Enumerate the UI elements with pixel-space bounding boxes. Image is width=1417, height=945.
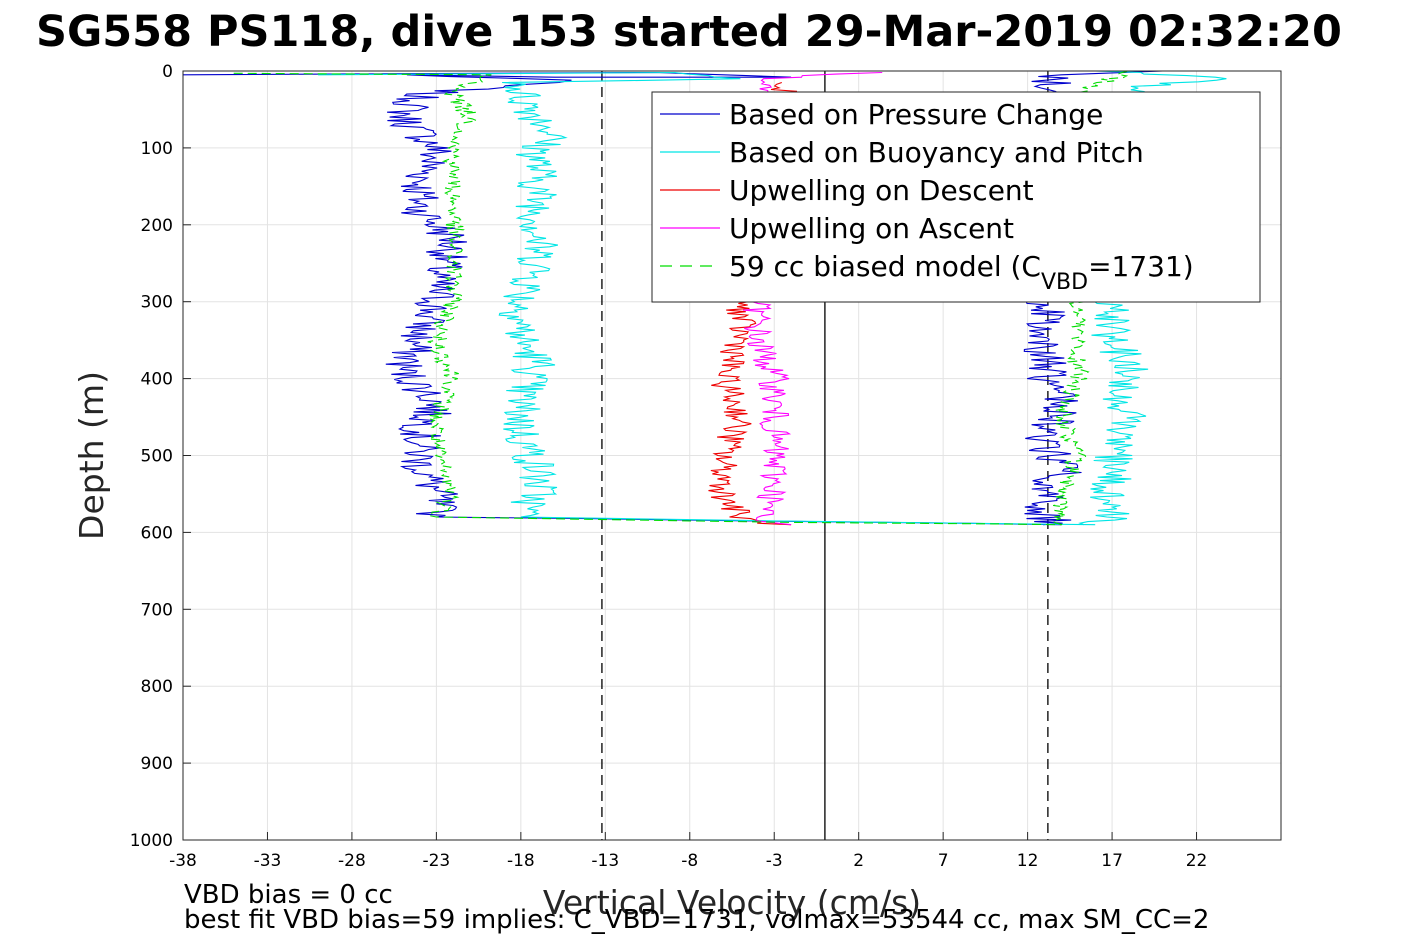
y-tick-label: 600 <box>141 523 173 543</box>
y-axis-label: Depth (m) <box>72 371 111 540</box>
legend-box <box>651 91 1261 303</box>
series-line <box>233 72 1062 526</box>
legend: Based on Pressure Change Based on Buoyanc… <box>651 91 1261 303</box>
x-tick-label: -28 <box>338 851 366 871</box>
legend-label: Based on Pressure Change <box>729 98 1103 131</box>
y-tick-label: 900 <box>141 754 173 774</box>
x-tick-label: -23 <box>422 851 450 871</box>
y-tick-label: 0 <box>162 62 173 82</box>
legend-label: Based on Buoyancy and Pitch <box>729 136 1144 169</box>
footer-best-fit: best fit VBD bias=59 implies: C_VBD=1731… <box>184 905 1210 935</box>
x-axis-ticks: -38 -33 -28 -23 -18 -13 -8 -3 2 7 12 17 22 <box>169 832 1207 871</box>
y-tick-label: 800 <box>141 677 173 697</box>
series-line <box>182 71 1062 526</box>
x-tick-label: -33 <box>254 851 282 871</box>
legend-label: Upwelling on Descent <box>729 174 1034 207</box>
x-tick-label: 7 <box>938 851 949 871</box>
y-tick-label: 300 <box>141 293 173 313</box>
y-tick-label: 200 <box>141 216 173 236</box>
x-tick-label: 17 <box>1101 851 1123 871</box>
y-tick-label: 700 <box>141 600 173 620</box>
y-tick-label: 1000 <box>130 831 173 851</box>
x-tick-label: -18 <box>507 851 535 871</box>
x-tick-label: 12 <box>1017 851 1039 871</box>
x-axis-label: Vertical Velocity (cm/s) <box>543 883 921 922</box>
y-axis-ticks: 0 100 200 300 400 500 600 700 800 900 1000 <box>130 62 191 851</box>
y-tick-label: 400 <box>141 370 173 390</box>
x-tick-label: 2 <box>853 851 864 871</box>
x-tick-label: -38 <box>169 851 197 871</box>
x-tick-label: -8 <box>681 851 698 871</box>
y-tick-label: 100 <box>141 139 173 159</box>
legend-label: Upwelling on Ascent <box>729 212 1014 245</box>
x-tick-label: 22 <box>1186 851 1208 871</box>
footer-vbd-bias: VBD bias = 0 cc <box>184 880 393 910</box>
series-line <box>318 71 1096 526</box>
x-tick-label: -13 <box>591 851 619 871</box>
chart-title: SG558 PS118, dive 153 started 29-Mar-201… <box>36 7 1342 57</box>
x-tick-label: -3 <box>766 851 783 871</box>
y-tick-label: 500 <box>141 447 173 467</box>
